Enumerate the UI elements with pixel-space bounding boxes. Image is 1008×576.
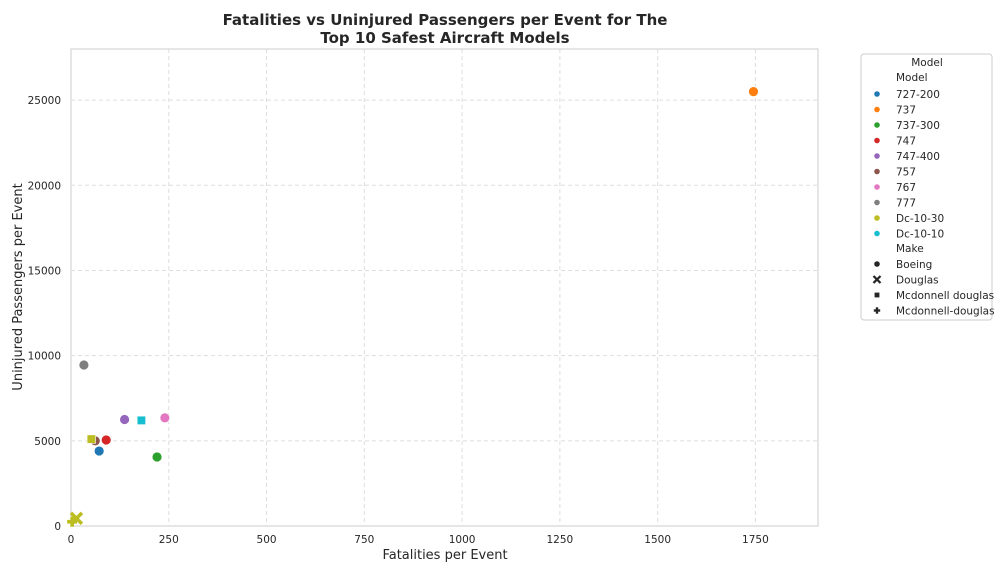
x-tick-label: 500 xyxy=(257,534,277,546)
data-point xyxy=(748,86,759,97)
legend-model-marker xyxy=(873,105,881,114)
legend-model-marker xyxy=(873,136,881,145)
data-point xyxy=(119,414,130,425)
data-point xyxy=(67,516,78,527)
x-axis-ticks: 0 250 500 750 1000 1250 1500 1750 xyxy=(68,534,769,546)
data-point xyxy=(100,434,112,446)
data-point xyxy=(136,415,146,425)
y-tick-label: 15000 xyxy=(28,265,61,277)
x-tick-label: 1500 xyxy=(644,534,671,546)
legend-model-marker xyxy=(873,90,881,98)
y-tick-label: 20000 xyxy=(28,180,61,192)
legend-model-label: 747-400 xyxy=(896,151,940,163)
y-tick-label: 25000 xyxy=(28,95,61,107)
y-axis-ticks: 0 5000 10000 15000 20000 25000 xyxy=(28,95,61,533)
legend-make-marker xyxy=(873,291,881,299)
data-point xyxy=(78,359,90,371)
legend-make-label: Boeing xyxy=(896,259,932,271)
data-point xyxy=(151,451,163,463)
legend-model-label: Dc-10-10 xyxy=(896,229,944,241)
legend-model-label: 727-200 xyxy=(896,89,940,101)
legend-make-marker xyxy=(873,260,881,268)
legend-model-marker xyxy=(873,121,881,129)
x-tick-label: 1750 xyxy=(742,534,769,546)
legend-model-label: 767 xyxy=(896,182,916,194)
x-tick-label: 250 xyxy=(159,534,179,546)
x-tick-label: 1000 xyxy=(449,534,476,546)
data-point xyxy=(93,445,105,457)
legend-model-marker xyxy=(873,214,881,222)
y-axis-label: Uninjured Passengers per Event xyxy=(11,183,26,390)
legend-model-marker xyxy=(873,198,881,207)
plot-area: 0 250 500 750 1000 1250 1500 1750 0 5000 10000 150… xyxy=(28,48,819,546)
legend-model-marker xyxy=(873,183,881,191)
plot-frame xyxy=(70,48,819,527)
x-tick-label: 1250 xyxy=(547,534,574,546)
legend-model-label: Dc-10-30 xyxy=(896,213,944,225)
legend-model-label: 747 xyxy=(896,136,916,148)
legend-frame xyxy=(860,53,993,321)
legend-model-label: 737 xyxy=(896,105,916,117)
legend-model-label: 757 xyxy=(896,167,916,179)
legend-make-entries: Boeing Douglas Mcdonnell douglas Mcdonnell-… xyxy=(872,259,995,318)
legend-make-marker xyxy=(873,307,881,314)
grid-lines xyxy=(71,49,818,526)
data-point xyxy=(159,412,171,424)
chart-title-line-1: Fatalities vs Uninjured Passengers per E… xyxy=(223,11,668,29)
legend: Model Model 727-200737737-300747747-4007… xyxy=(860,53,995,321)
legend-make-label: Mcdonnell-douglas xyxy=(896,306,995,318)
chart-title-line-2: Top 10 Safest Aircraft Models xyxy=(320,29,569,47)
data-point xyxy=(86,434,96,444)
legend-model-marker xyxy=(873,229,881,238)
y-tick-label: 0 xyxy=(54,521,61,533)
legend-model-marker xyxy=(873,167,881,176)
y-tick-label: 10000 xyxy=(28,351,61,363)
legend-hue-header: Model xyxy=(896,72,928,84)
x-tick-label: 750 xyxy=(354,534,374,546)
y-tick-label: 5000 xyxy=(34,436,61,448)
legend-make-label: Mcdonnell douglas xyxy=(896,290,994,302)
legend-title: Model xyxy=(911,57,943,69)
legend-make-marker xyxy=(872,275,882,284)
legend-style-header: Make xyxy=(896,243,924,255)
x-tick-label: 0 xyxy=(68,534,75,546)
legend-model-marker xyxy=(873,152,881,160)
legend-model-label: 777 xyxy=(896,198,916,210)
legend-make-label: Douglas xyxy=(896,275,939,287)
legend-model-entries: 727-200 737 737-300 747 747-400 757 767 777 Dc-1… xyxy=(873,89,944,241)
legend-model-label: 737-300 xyxy=(896,120,940,132)
x-axis-label: Fatalities per Event xyxy=(382,548,507,563)
data-points xyxy=(67,86,759,527)
